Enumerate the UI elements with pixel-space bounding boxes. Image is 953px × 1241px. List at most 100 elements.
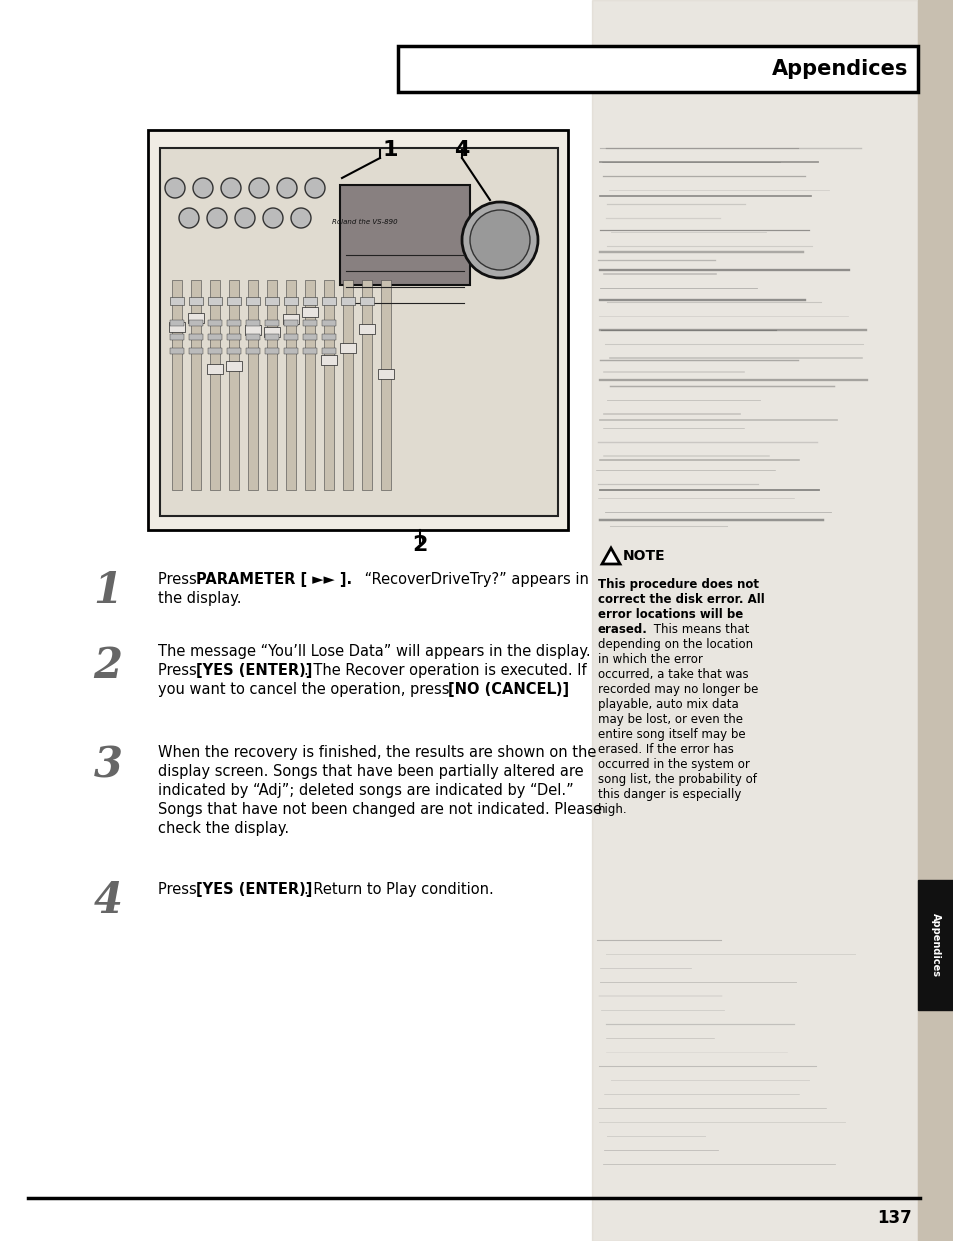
Circle shape (263, 208, 283, 228)
Bar (246, 297, 260, 305)
Bar (322, 334, 335, 340)
Bar (284, 297, 297, 305)
Bar (284, 320, 297, 326)
Bar (303, 320, 316, 326)
Bar (343, 280, 353, 490)
Bar (303, 334, 316, 340)
Bar (377, 369, 394, 379)
Bar (189, 320, 203, 326)
Bar (322, 297, 335, 305)
Text: [YES (ENTER)]: [YES (ENTER)] (195, 882, 312, 897)
Bar (189, 297, 203, 305)
Bar (265, 347, 278, 354)
Circle shape (207, 208, 227, 228)
Bar (148, 130, 567, 530)
Bar (265, 320, 278, 326)
Text: you want to cancel the operation, press: you want to cancel the operation, press (158, 683, 456, 697)
Bar (283, 314, 298, 324)
Bar (302, 307, 317, 316)
Bar (189, 334, 203, 340)
Text: entire song itself may be: entire song itself may be (598, 728, 745, 741)
Bar (246, 347, 260, 354)
Text: erased. If the error has: erased. If the error has (598, 743, 733, 756)
Text: high.: high. (598, 803, 627, 817)
Text: check the display.: check the display. (158, 822, 289, 836)
Text: [NO (CANCEL)]: [NO (CANCEL)] (448, 683, 569, 697)
Bar (245, 325, 261, 335)
Text: PARAMETER [ ►► ].: PARAMETER [ ►► ]. (195, 572, 352, 587)
Bar (339, 185, 470, 285)
Text: [YES (ENTER)]: [YES (ENTER)] (195, 663, 312, 678)
Text: erased.: erased. (598, 623, 647, 635)
Circle shape (470, 210, 530, 271)
Bar (246, 320, 260, 326)
Text: 1: 1 (93, 570, 122, 612)
Text: occurred, a take that was: occurred, a take that was (598, 668, 748, 681)
Bar (917, 880, 953, 1010)
Bar (227, 297, 241, 305)
Bar (303, 297, 316, 305)
Text: This procedure does not: This procedure does not (598, 578, 759, 591)
Text: may be lost, or even the: may be lost, or even the (598, 714, 742, 726)
Circle shape (305, 177, 325, 199)
Bar (229, 280, 239, 490)
Text: Songs that have not been changed are not indicated. Please: Songs that have not been changed are not… (158, 802, 601, 817)
Text: error locations will be: error locations will be (598, 608, 742, 620)
Text: correct the disk error. All: correct the disk error. All (598, 593, 764, 606)
Text: Press: Press (158, 572, 215, 587)
Bar (264, 326, 280, 338)
Polygon shape (601, 549, 619, 563)
Text: indicated by “Adj”; deleted songs are indicated by “Del.”: indicated by “Adj”; deleted songs are in… (158, 783, 573, 798)
Bar (286, 280, 295, 490)
Bar (188, 313, 204, 323)
Text: Roland the VS-890: Roland the VS-890 (332, 218, 397, 225)
Bar (227, 347, 241, 354)
Bar (170, 297, 184, 305)
Text: display screen. Songs that have been partially altered are: display screen. Songs that have been par… (158, 764, 583, 779)
Bar (227, 320, 241, 326)
Text: Appendices: Appendices (771, 60, 907, 79)
Bar (265, 334, 278, 340)
Bar (208, 320, 222, 326)
Bar (380, 280, 391, 490)
Text: The message “You’ll Lose Data” will appears in the display.: The message “You’ll Lose Data” will appe… (158, 644, 590, 659)
Bar (320, 355, 336, 365)
Bar (267, 280, 276, 490)
Circle shape (291, 208, 311, 228)
Bar (170, 334, 184, 340)
Text: . Return to Play condition.: . Return to Play condition. (304, 882, 494, 897)
Bar (170, 347, 184, 354)
Text: When the recovery is finished, the results are shown on the: When the recovery is finished, the resul… (158, 745, 596, 759)
Text: NOTE: NOTE (622, 549, 665, 563)
Text: depending on the location: depending on the location (598, 638, 752, 652)
Bar (246, 334, 260, 340)
Text: This means that: This means that (649, 623, 749, 635)
Bar (284, 347, 297, 354)
Bar (358, 324, 375, 334)
Circle shape (276, 177, 296, 199)
Text: 3: 3 (93, 745, 122, 787)
Circle shape (461, 202, 537, 278)
Circle shape (249, 177, 269, 199)
Circle shape (234, 208, 254, 228)
Circle shape (221, 177, 241, 199)
Bar (305, 280, 314, 490)
Text: “RecoverDriveTry?” appears in: “RecoverDriveTry?” appears in (359, 572, 588, 587)
Bar (226, 361, 242, 371)
Text: this danger is especially: this danger is especially (598, 788, 740, 800)
Text: Press: Press (158, 882, 204, 897)
Bar (397, 46, 917, 92)
Bar (160, 148, 558, 516)
Text: Appendices: Appendices (930, 913, 940, 977)
Bar (189, 347, 203, 354)
Text: 1: 1 (382, 140, 397, 160)
Text: occurred in the system or: occurred in the system or (598, 758, 749, 771)
Text: 2: 2 (412, 535, 427, 555)
Text: recorded may no longer be: recorded may no longer be (598, 683, 758, 696)
Circle shape (179, 208, 199, 228)
Text: .: . (552, 683, 557, 697)
Bar (339, 343, 355, 352)
Text: song list, the probability of: song list, the probability of (598, 773, 756, 786)
Bar (361, 280, 372, 490)
Bar (170, 320, 184, 326)
